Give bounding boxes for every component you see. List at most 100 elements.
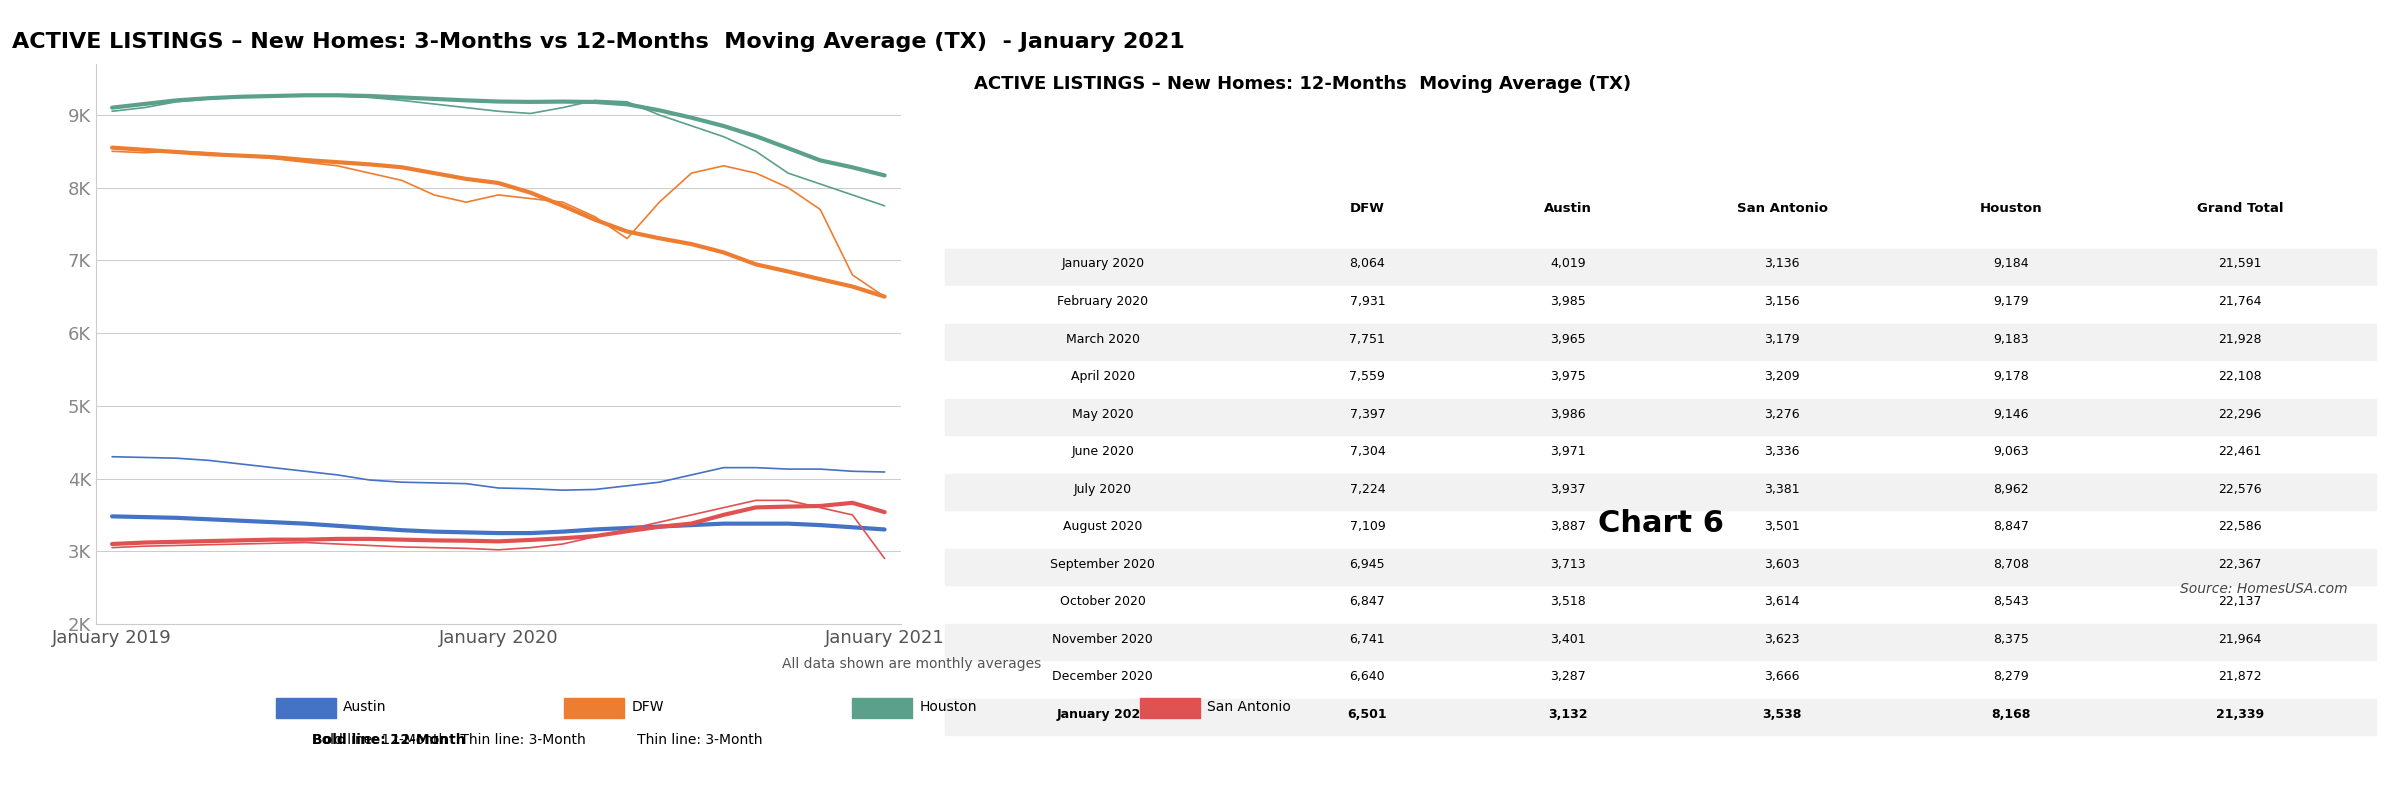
Text: 3,136: 3,136 <box>1764 258 1800 270</box>
Text: 3,381: 3,381 <box>1764 482 1800 495</box>
Text: 9,178: 9,178 <box>1994 370 2028 383</box>
Text: ACTIVE LISTINGS – New Homes: 12-Months  Moving Average (TX): ACTIVE LISTINGS – New Homes: 12-Months M… <box>974 75 1632 94</box>
Text: 6,847: 6,847 <box>1349 595 1385 608</box>
Bar <box>946 249 2376 285</box>
Text: 3,132: 3,132 <box>1548 708 1586 721</box>
Text: Grand Total: Grand Total <box>2196 202 2282 215</box>
Text: 3,975: 3,975 <box>1550 370 1586 383</box>
Text: 3,179: 3,179 <box>1764 333 1800 346</box>
Text: 7,931: 7,931 <box>1349 295 1385 308</box>
Bar <box>946 286 2376 322</box>
Text: 9,179: 9,179 <box>1994 295 2028 308</box>
Text: DFW: DFW <box>1349 202 1385 215</box>
Text: 3,501: 3,501 <box>1764 520 1800 533</box>
Text: 8,543: 8,543 <box>1994 595 2028 608</box>
Text: 3,401: 3,401 <box>1550 633 1586 646</box>
Text: 3,937: 3,937 <box>1550 482 1586 495</box>
Text: 3,336: 3,336 <box>1764 445 1800 458</box>
Text: 3,965: 3,965 <box>1550 333 1586 346</box>
Text: 21,764: 21,764 <box>2218 295 2261 308</box>
Bar <box>946 474 2376 510</box>
Text: 22,108: 22,108 <box>2218 370 2261 383</box>
Text: 3,518: 3,518 <box>1550 595 1586 608</box>
Text: 22,296: 22,296 <box>2218 407 2261 421</box>
Text: 3,887: 3,887 <box>1550 520 1586 533</box>
Text: January 2021: January 2021 <box>1056 708 1150 721</box>
Text: 21,872: 21,872 <box>2218 670 2261 683</box>
Text: 22,367: 22,367 <box>2218 558 2261 570</box>
Text: 6,501: 6,501 <box>1349 708 1387 721</box>
Text: 9,183: 9,183 <box>1994 333 2028 346</box>
Text: 7,559: 7,559 <box>1349 370 1385 383</box>
Bar <box>946 399 2376 434</box>
Bar <box>946 549 2376 585</box>
Text: Bold line: 12-Month   Thin line: 3-Month: Bold line: 12-Month Thin line: 3-Month <box>312 733 586 747</box>
Bar <box>946 624 2376 660</box>
Text: 21,964: 21,964 <box>2218 633 2261 646</box>
Text: Bold line: 12-Month: Bold line: 12-Month <box>312 733 466 747</box>
Text: Houston: Houston <box>919 700 977 714</box>
Text: 8,962: 8,962 <box>1994 482 2028 495</box>
Text: 3,985: 3,985 <box>1550 295 1586 308</box>
Text: 8,064: 8,064 <box>1349 258 1385 270</box>
Text: 22,576: 22,576 <box>2218 482 2261 495</box>
Text: 3,666: 3,666 <box>1764 670 1800 683</box>
Text: 3,614: 3,614 <box>1764 595 1800 608</box>
Bar <box>946 437 2376 472</box>
Bar <box>946 586 2376 622</box>
Text: 6,741: 6,741 <box>1349 633 1385 646</box>
Text: 9,184: 9,184 <box>1994 258 2028 270</box>
Text: Thin line: 3-Month: Thin line: 3-Month <box>624 733 763 747</box>
Text: September 2020: September 2020 <box>1051 558 1154 570</box>
Text: February 2020: February 2020 <box>1058 295 1147 308</box>
Text: 8,847: 8,847 <box>1994 520 2028 533</box>
Text: 8,279: 8,279 <box>1994 670 2028 683</box>
Text: 22,461: 22,461 <box>2218 445 2261 458</box>
Text: 7,304: 7,304 <box>1349 445 1385 458</box>
Text: San Antonio: San Antonio <box>1738 202 1829 215</box>
Text: October 2020: October 2020 <box>1061 595 1145 608</box>
Text: 21,339: 21,339 <box>2215 708 2263 721</box>
Text: 7,109: 7,109 <box>1349 520 1385 533</box>
Bar <box>946 324 2376 360</box>
Text: Source: HomesUSA.com: Source: HomesUSA.com <box>2179 582 2347 596</box>
Text: May 2020: May 2020 <box>1073 407 1133 421</box>
Text: 6,945: 6,945 <box>1349 558 1385 570</box>
Text: 22,586: 22,586 <box>2218 520 2261 533</box>
Text: 8,375: 8,375 <box>1994 633 2028 646</box>
Text: 4,019: 4,019 <box>1550 258 1586 270</box>
Text: Austin: Austin <box>1543 202 1591 215</box>
Text: 3,603: 3,603 <box>1764 558 1800 570</box>
Text: 3,713: 3,713 <box>1550 558 1586 570</box>
Text: March 2020: March 2020 <box>1066 333 1140 346</box>
Text: July 2020: July 2020 <box>1073 482 1133 495</box>
Text: 3,209: 3,209 <box>1764 370 1800 383</box>
Text: 3,538: 3,538 <box>1762 708 1802 721</box>
Text: 6,640: 6,640 <box>1349 670 1385 683</box>
Text: 8,708: 8,708 <box>1994 558 2030 570</box>
Text: Chart 6: Chart 6 <box>1598 509 1723 538</box>
Text: 7,224: 7,224 <box>1349 482 1385 495</box>
Text: November 2020: November 2020 <box>1054 633 1152 646</box>
Text: Austin: Austin <box>343 700 386 714</box>
Text: 9,063: 9,063 <box>1994 445 2028 458</box>
Text: 3,287: 3,287 <box>1550 670 1586 683</box>
Text: DFW: DFW <box>631 700 665 714</box>
Text: 3,276: 3,276 <box>1764 407 1800 421</box>
Bar <box>946 699 2376 735</box>
Text: 3,971: 3,971 <box>1550 445 1586 458</box>
Text: Houston: Houston <box>1980 202 2042 215</box>
Bar <box>946 512 2376 547</box>
Text: 21,591: 21,591 <box>2218 258 2261 270</box>
Text: January 2020: January 2020 <box>1061 258 1145 270</box>
Text: 3,156: 3,156 <box>1764 295 1800 308</box>
Text: 21,928: 21,928 <box>2218 333 2261 346</box>
Text: April 2020: April 2020 <box>1070 370 1135 383</box>
Text: 8,168: 8,168 <box>1992 708 2030 721</box>
Text: 7,751: 7,751 <box>1349 333 1385 346</box>
Text: June 2020: June 2020 <box>1070 445 1135 458</box>
Text: December 2020: December 2020 <box>1054 670 1152 683</box>
Text: 3,986: 3,986 <box>1550 407 1586 421</box>
Bar <box>946 362 2376 397</box>
Text: 7,397: 7,397 <box>1349 407 1385 421</box>
